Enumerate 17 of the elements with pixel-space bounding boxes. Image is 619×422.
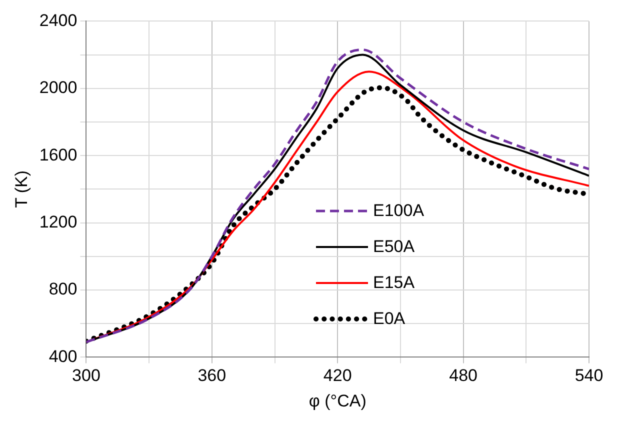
x-tick-label: 420 <box>323 366 352 386</box>
legend-label: E0A <box>373 309 406 329</box>
y-tick-label: 2400 <box>39 10 78 30</box>
y-axis-title: T (K) <box>12 170 31 208</box>
y-tick-label: 1200 <box>39 212 78 232</box>
x-axis-title: φ (°CA) <box>308 391 366 410</box>
y-tick-label: 800 <box>48 280 78 299</box>
y-tick-label: 1600 <box>39 145 78 164</box>
x-tick-label: 480 <box>449 366 478 386</box>
legend-label: E50A <box>373 237 415 257</box>
y-tick-label: 400 <box>48 346 78 366</box>
legend-label: E100A <box>373 201 424 221</box>
legend-label: E15A <box>373 273 415 293</box>
y-tick-label: 2000 <box>39 78 78 98</box>
x-tick-label: 360 <box>198 366 226 386</box>
x-tick-label: 540 <box>574 366 604 386</box>
x-tick-label: 300 <box>72 366 100 386</box>
